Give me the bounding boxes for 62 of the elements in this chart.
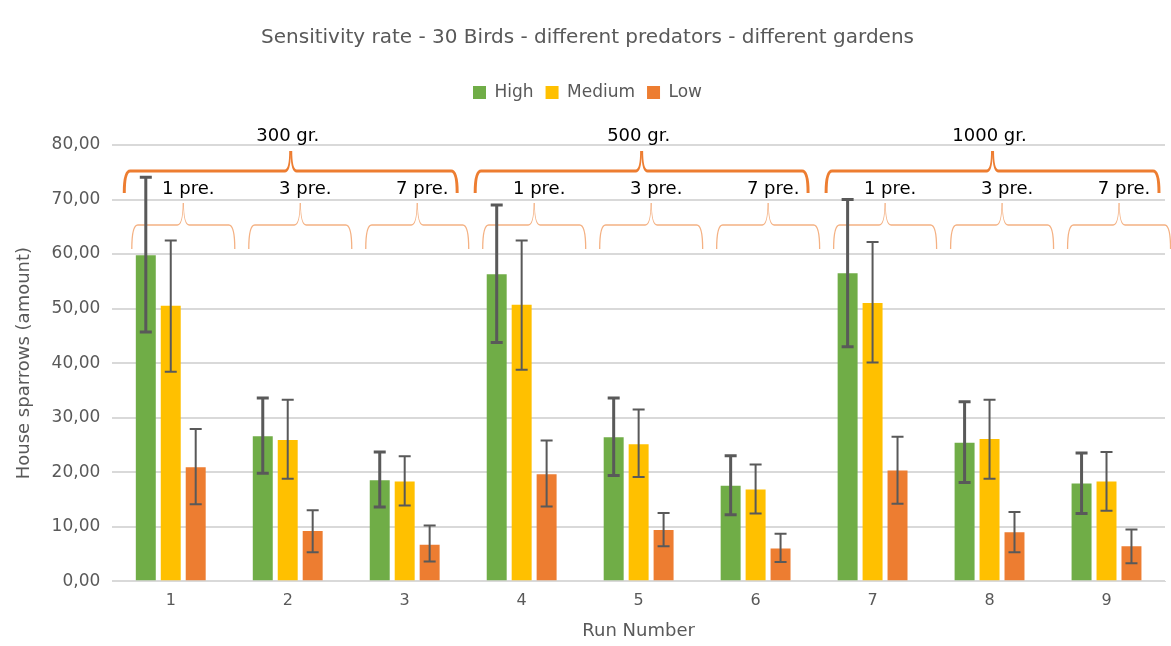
bar xyxy=(369,480,390,581)
annotation: 7 pre. xyxy=(746,176,800,198)
chart-title: Sensitivity rate - 30 Birds - different predators - different gardens xyxy=(261,24,914,49)
text: 500 gr. xyxy=(607,123,671,145)
bar xyxy=(745,489,766,581)
bar xyxy=(720,485,741,581)
y-axis-title: House sparrows (amount) xyxy=(12,246,34,480)
bar xyxy=(511,304,532,581)
x-tick-label: 6 xyxy=(750,589,761,609)
bar xyxy=(277,439,298,581)
annotation: 7 pre. xyxy=(1097,176,1151,198)
annotation: 1 pre. xyxy=(162,176,215,198)
legend-label: Medium xyxy=(567,80,636,101)
bar xyxy=(252,436,273,581)
y-tick-label: 10,00 xyxy=(51,515,101,536)
annotation: 7 pre. xyxy=(396,176,449,198)
x-tick-label: 2 xyxy=(282,589,293,609)
y-tick-label: 20,00 xyxy=(51,460,101,481)
bar xyxy=(837,273,858,581)
bar xyxy=(653,529,674,581)
bar xyxy=(1121,546,1142,581)
y-tick-label: 70,00 xyxy=(51,187,101,208)
y-tick-label: 30,00 xyxy=(51,406,101,427)
annotation: 1 pre. xyxy=(863,176,917,198)
bar xyxy=(1071,483,1092,581)
y-tick-label: 50,00 xyxy=(51,297,101,317)
bar xyxy=(419,544,440,581)
y-tick-label: 40,00 xyxy=(51,351,101,372)
x-tick-label: 3 xyxy=(399,589,410,609)
y-tick-label: 80,00 xyxy=(51,133,101,154)
annotation: 1 pre. xyxy=(513,176,566,198)
bar xyxy=(185,467,206,581)
bar xyxy=(536,474,557,581)
annotation: 3 pre. xyxy=(279,176,332,198)
bar xyxy=(486,274,507,581)
bar xyxy=(394,481,415,581)
y-tick-label: 60,00 xyxy=(51,242,101,263)
bar xyxy=(135,255,156,581)
x-tick-label: 5 xyxy=(633,589,644,609)
x-tick-label: 7 xyxy=(867,589,878,609)
bar xyxy=(160,305,181,581)
x-tick-label: 1 xyxy=(165,589,176,609)
legend-label: High xyxy=(494,80,534,101)
bar xyxy=(979,438,1000,581)
annotation: 3 pre. xyxy=(980,176,1034,198)
bar xyxy=(887,470,908,581)
annotation: 3 pre. xyxy=(629,176,683,198)
x-tick-label: 9 xyxy=(1101,589,1112,609)
text: 1000 gr. xyxy=(952,123,1027,145)
bar xyxy=(954,442,975,581)
y-tick-label: 0,00 xyxy=(62,569,101,590)
legend-label: Low xyxy=(668,80,703,101)
x-axis-title: Run Number xyxy=(582,618,696,640)
bar xyxy=(862,303,883,581)
x-tick-label: 8 xyxy=(984,589,995,609)
bar xyxy=(770,548,791,581)
text: 300 gr. xyxy=(256,123,320,145)
bar xyxy=(603,437,624,581)
bar xyxy=(1096,481,1117,581)
bar xyxy=(302,531,323,581)
bar xyxy=(628,444,649,581)
x-tick-label: 4 xyxy=(516,589,527,609)
